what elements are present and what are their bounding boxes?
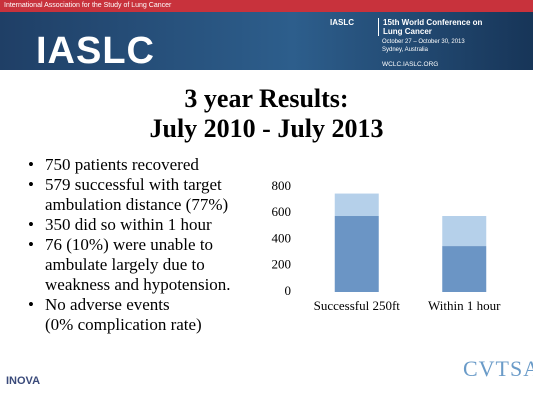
bullet-line: No adverse events (45, 295, 170, 314)
org: IASLC (330, 18, 354, 27)
title-line: 3 year Results: (184, 84, 349, 113)
footer-logo: INOVA (6, 375, 41, 387)
website: WCLC.IASLC.ORG (382, 61, 439, 68)
title-line: July 2010 - July 2013 (149, 114, 384, 143)
dates: October 27 – October 30, 2013 (382, 39, 465, 45)
logo-text: IASLC (36, 30, 155, 72)
bullet-line: weakness and hypotension. (45, 275, 231, 294)
bar-segment (442, 216, 487, 247)
y-tick-label: 200 (272, 257, 292, 272)
bullet-line: 76 (10%) were unable to (45, 235, 214, 254)
x-tick-label: Within 1 hour (428, 298, 501, 313)
bullet-line: (0% complication rate) (45, 315, 202, 334)
bar-segment (334, 216, 379, 292)
bullet: No adverse events(0% complication rate) (28, 295, 231, 335)
bar-segment (334, 193, 379, 217)
y-tick-label: 0 (285, 283, 292, 298)
footer-logo: CVTSA (463, 356, 533, 381)
bullet-line: 350 did so within 1 hour (45, 215, 212, 234)
bullet-list: 750 patients recovered579 successful wit… (28, 155, 231, 335)
conference-dates: October 27 – October 30, 2013 Sydney, Au… (382, 38, 522, 54)
slide-title: 3 year Results: July 2010 - July 2013 (0, 84, 533, 144)
bullet: 350 did so within 1 hour (28, 215, 231, 235)
bullet-line: 750 patients recovered (45, 155, 199, 174)
x-tick-label: Successful 250ft (314, 298, 401, 313)
bar-segment (442, 246, 487, 292)
bullet-line: ambulate largely due to (45, 255, 205, 274)
bullet: 750 patients recovered (28, 155, 231, 175)
banner: IASLC IASLC 15th World Conference on Lun… (0, 12, 533, 72)
location: Sydney, Australia (382, 47, 428, 53)
y-tick-label: 800 (272, 178, 292, 193)
bullet-line: 579 successful with target (45, 175, 222, 194)
y-tick-label: 400 (272, 230, 292, 245)
bullet-line: ambulation distance (77%) (45, 195, 229, 214)
y-tick-label: 600 (272, 204, 292, 219)
association-strip: International Association for the Study … (0, 0, 533, 12)
conference-name: 15th World Conference on Lung Cancer (378, 18, 493, 36)
